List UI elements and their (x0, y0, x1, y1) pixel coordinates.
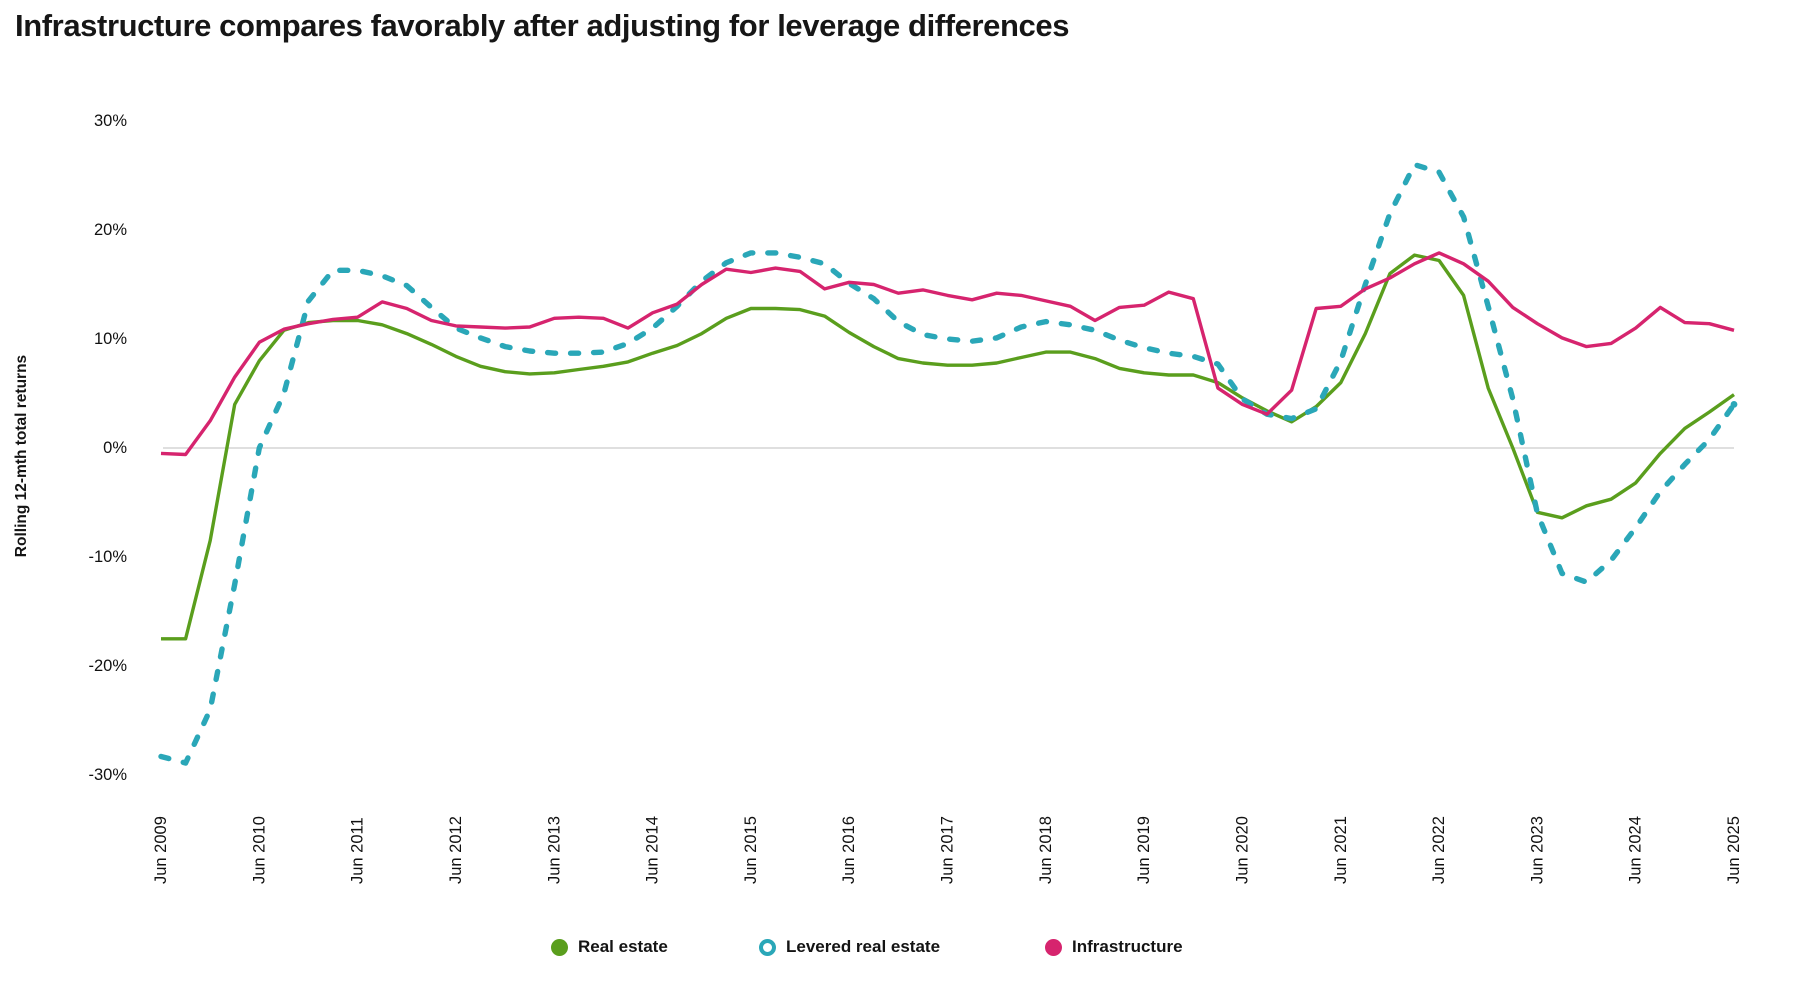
x-tick-label: Jun 2015 (742, 816, 760, 884)
levered-real-estate-ring-icon (759, 938, 776, 956)
y-axis-title: Rolling 12-mth total returns (13, 354, 30, 558)
series-line-levered-real-estate (158, 161, 1737, 766)
x-tick-label: Jun 2022 (1430, 816, 1448, 884)
x-tick-label: Jun 2020 (1233, 816, 1251, 884)
x-tick-label: Jun 2023 (1528, 816, 1546, 884)
y-tick-label: -20% (88, 657, 127, 675)
legend-item-real-estate: Real estate (551, 936, 668, 958)
real-estate-dot-icon (551, 938, 568, 956)
x-tick-label: Jun 2014 (644, 816, 662, 884)
y-tick-label: -10% (88, 548, 127, 566)
x-tick-label: Jun 2012 (447, 816, 465, 884)
legend-item-levered-real-estate: Levered real estate (759, 936, 940, 958)
x-tick-label: Jun 2021 (1332, 816, 1350, 884)
series-line-real-estate (161, 253, 1735, 641)
y-tick-label: -30% (88, 766, 127, 784)
x-tick-label: Jun 2013 (545, 816, 563, 884)
x-tick-label: Jun 2009 (152, 816, 170, 884)
chart-title: Infrastructure compares favorably after … (15, 8, 1070, 43)
legend-label: Levered real estate (786, 937, 941, 956)
x-tick-label: Jun 2016 (840, 816, 858, 884)
x-tick-label: Jun 2024 (1627, 816, 1645, 884)
infrastructure-dot-icon (1045, 938, 1062, 956)
x-tick-label: Jun 2019 (1135, 816, 1153, 884)
legend-label: Infrastructure (1072, 937, 1183, 956)
y-tick-label: 10% (94, 330, 127, 348)
y-tick-label: 0% (103, 439, 127, 457)
x-tick-label: Jun 2018 (1037, 816, 1055, 884)
series-end-dot-levered-real-estate (1730, 401, 1738, 408)
series-line-infrastructure (160, 251, 1735, 457)
y-tick-label: 20% (94, 221, 127, 239)
series-layer (158, 161, 1738, 766)
legend-item-infrastructure: Infrastructure (1045, 936, 1183, 958)
x-tick-label: Jun 2025 (1725, 816, 1743, 884)
tick-layer: 30% 20% 10% 0% -10% -20% -30% Jun 2009 Jun 2010 J… (88, 112, 1743, 884)
y-tick-label: 30% (94, 112, 127, 130)
legend-label: Real estate (578, 937, 668, 956)
x-tick-label: Jun 2017 (939, 816, 957, 884)
x-tick-label: Jun 2011 (349, 817, 367, 884)
x-tick-label: Jun 2010 (250, 816, 268, 884)
